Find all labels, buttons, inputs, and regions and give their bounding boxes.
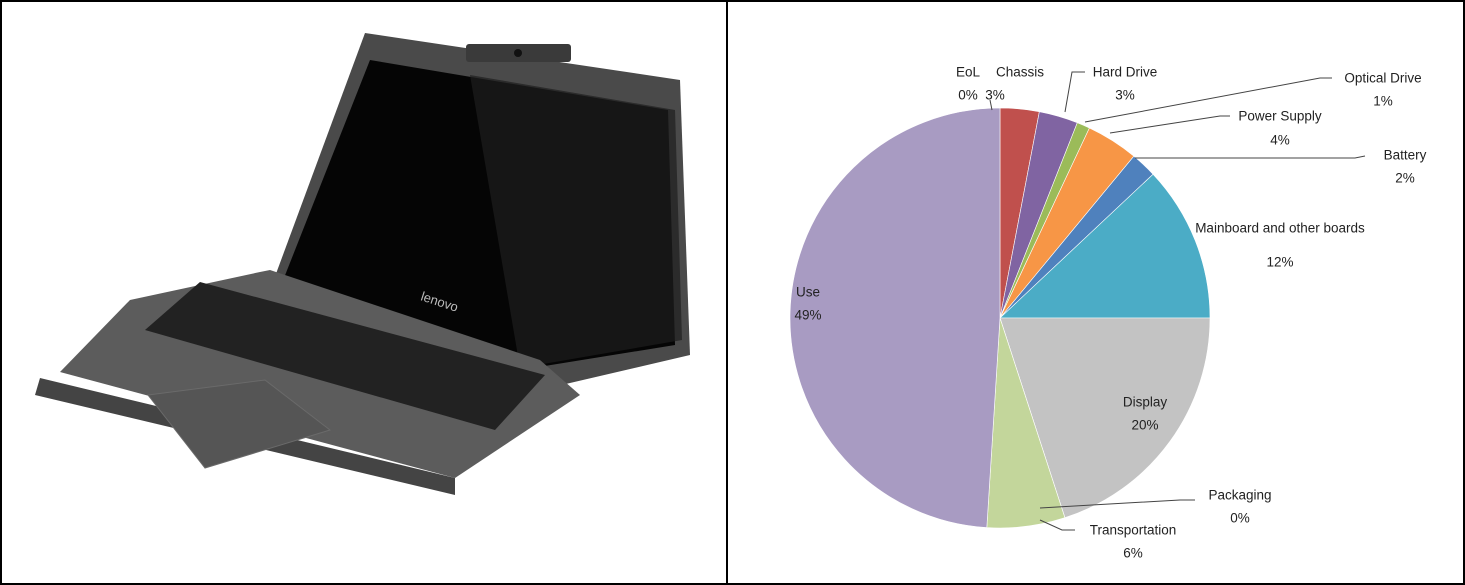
slice-name: Packaging <box>1208 487 1272 503</box>
slice-value-label: 4% <box>1270 132 1290 148</box>
slice-value-label: 12% <box>1266 254 1294 270</box>
leader-lines <box>989 71 1366 531</box>
slice-name: Mainboard and other boards <box>1195 220 1365 236</box>
laptop-image: lenovo <box>35 33 690 495</box>
slice-name: Chassis <box>995 64 1045 80</box>
slice-value-label: 0% <box>958 87 978 103</box>
slice-name: Display <box>1122 394 1168 410</box>
pie-slice <box>999 173 1211 319</box>
slice-value-label: 2% <box>1395 170 1415 186</box>
pie-slice <box>789 107 1001 528</box>
pie <box>789 107 1211 529</box>
slice-value-label: 3% <box>985 87 1005 103</box>
slice-value-label: 3% <box>1115 87 1135 103</box>
pie-slice <box>999 317 1211 519</box>
slice-name: Transportation <box>1089 522 1177 538</box>
slice-value-label: 49% <box>794 307 822 323</box>
slice-name: Optical Drive <box>1344 70 1422 86</box>
slice-name: Hard Drive <box>1092 64 1158 80</box>
slice-value-label: 0% <box>1230 510 1250 526</box>
slice-value-label: 1% <box>1373 93 1393 109</box>
slice-name: Power Supply <box>1238 108 1322 124</box>
slice-value-label: 6% <box>1123 545 1143 561</box>
slice-name: EoL <box>955 64 981 80</box>
slice-name: Use <box>795 284 821 300</box>
slice-value-label: 20% <box>1131 417 1159 433</box>
slice-name: Battery <box>1383 147 1427 163</box>
